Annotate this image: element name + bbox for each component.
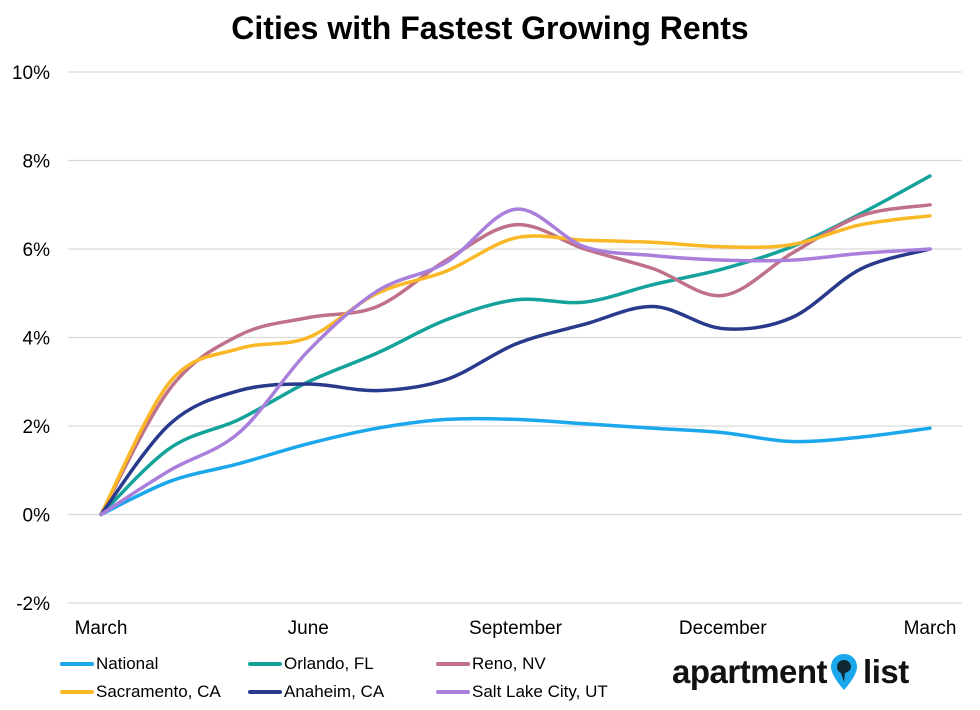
series-line-national	[99, 416, 932, 517]
x-tick-label: March	[75, 618, 128, 639]
y-tick-label: 4%	[23, 329, 51, 350]
x-tick-label: March	[904, 618, 957, 639]
legend-label-national: National	[96, 654, 159, 673]
x-tick-label: December	[679, 618, 767, 639]
legend-label-reno: Reno, NV	[472, 654, 546, 673]
legend-swatch-anaheim	[248, 690, 282, 694]
series-line-salt-lake-city-ut	[99, 207, 932, 517]
y-tick-label: -2%	[16, 594, 50, 615]
series-line-sacramento-ca	[99, 214, 932, 517]
logo-text-apartment: apartment	[672, 653, 828, 690]
x-axis-ticks: March June September December March	[75, 618, 957, 639]
x-tick-label: September	[469, 618, 563, 639]
legend-label-salt-lake-city: Salt Lake City, UT	[472, 682, 608, 701]
legend-item-national: National	[60, 654, 158, 674]
legend-swatch-orlando	[248, 662, 282, 666]
legend-swatch-salt-lake-city	[436, 690, 470, 694]
legend-item-reno: Reno, NV	[436, 654, 546, 674]
legend: National Orlando, FL Reno, NV Sacramento…	[60, 650, 660, 710]
legend-label-orlando: Orlando, FL	[284, 654, 374, 673]
logo-text-list: list	[863, 653, 909, 690]
legend-item-orlando: Orlando, FL	[248, 654, 374, 674]
series-lines	[99, 174, 932, 517]
y-tick-label: 8%	[23, 152, 51, 173]
chart-title: Cities with Fastest Growing Rents	[231, 10, 749, 46]
legend-item-salt-lake-city: Salt Lake City, UT	[436, 682, 608, 702]
y-axis-ticks: -2% 0% 2% 4% 6% 8% 10%	[12, 63, 50, 615]
series-line-anaheim-ca	[99, 247, 932, 517]
gridlines	[68, 71, 962, 604]
legend-item-anaheim: Anaheim, CA	[248, 682, 384, 702]
series-line-reno-nv	[99, 203, 932, 517]
y-tick-label: 6%	[23, 240, 51, 261]
line-chart: -2% 0% 2% 4% 6% 8% 10% March June September Decem…	[12, 63, 962, 639]
map-pin-icon	[831, 654, 858, 690]
legend-item-sacramento: Sacramento, CA	[60, 682, 221, 702]
y-tick-label: 2%	[23, 417, 51, 438]
legend-label-sacramento: Sacramento, CA	[96, 682, 221, 701]
x-tick-label: June	[288, 618, 329, 639]
legend-swatch-reno	[436, 662, 470, 666]
series-line-orlando-fl	[99, 174, 932, 517]
legend-label-anaheim: Anaheim, CA	[284, 682, 385, 701]
apartment-list-logo: apartment list	[672, 648, 909, 696]
legend-swatch-sacramento	[60, 690, 94, 694]
y-tick-label: 0%	[23, 506, 51, 527]
legend-swatch-national	[60, 662, 94, 666]
y-tick-label: 10%	[12, 63, 50, 84]
